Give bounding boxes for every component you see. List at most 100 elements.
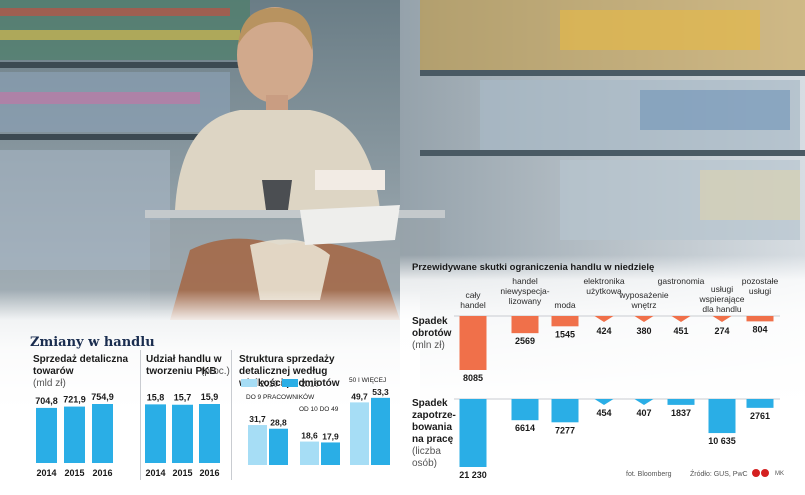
- labor-row-label: Spadek zapotrze-bowania na pracę (liczba…: [412, 398, 464, 470]
- bar-value-label: 17,9: [322, 431, 339, 441]
- bar: [594, 316, 614, 322]
- divider: [231, 350, 232, 480]
- bar: [708, 399, 736, 434]
- bar: [634, 399, 654, 405]
- bar-value-label: 8085: [463, 373, 483, 383]
- bar: [746, 399, 774, 408]
- category-label: 50 I WIĘCEJ: [349, 377, 386, 384]
- year-tick-label: 2014: [36, 468, 56, 478]
- bar: [671, 316, 691, 322]
- bar-value-label: 49,7: [351, 391, 368, 401]
- bar-value-label: 6614: [515, 423, 535, 433]
- category-label: OD 10 DO 49: [299, 406, 339, 413]
- bar-value-label: 18,6: [301, 431, 318, 441]
- bar: [92, 404, 113, 463]
- turnover-row-unit: (mln zł): [412, 340, 445, 351]
- bar: [64, 406, 85, 463]
- category-label: elektronika użytkowa: [583, 276, 625, 296]
- logo-dot-icon: [761, 469, 769, 477]
- bar-value-label: 15,8: [147, 392, 165, 402]
- structure-chart: 2010 2016 31,7 28,8 DO 9 PRACOWNIKÓW 18,6 17,9…: [241, 377, 390, 465]
- forecast-chart: 8085 2569 1545 424 380 451 274 804 21 230 6614 727…: [454, 315, 780, 480]
- bar: [634, 316, 654, 322]
- bar-value-label: 274: [714, 326, 729, 336]
- brand-logo: [752, 469, 769, 477]
- bar: [145, 404, 166, 463]
- bar-value-label: 7277: [555, 425, 575, 435]
- sales-chart-title: Sprzedaż detaliczna towarów (mld zł): [33, 354, 133, 390]
- legend-swatch: [282, 379, 298, 387]
- labor-row-name: Spadek zapotrze-bowania na pracę: [412, 398, 456, 445]
- bar-value-label: 10 635: [708, 436, 736, 446]
- bar: [712, 316, 732, 322]
- bar: [199, 404, 220, 463]
- bar: [248, 425, 267, 465]
- bar-value-label: 451: [673, 326, 688, 336]
- source-note: Źródło: GUS, PwC: [690, 471, 748, 478]
- bar: [300, 441, 319, 465]
- category-label: pozostałe usługi: [741, 276, 779, 296]
- bar-value-label: 380: [636, 326, 651, 336]
- bar: [36, 407, 57, 463]
- bar-value-label: 1837: [671, 408, 691, 418]
- year-tick-label: 2016: [199, 468, 219, 478]
- legend-label: 2016: [301, 380, 319, 389]
- sales-chart-title-text: Sprzedaż detaliczna towarów: [33, 354, 129, 377]
- labor-row-unit: (liczba osób): [412, 446, 441, 469]
- bar-value-label: 704,8: [35, 396, 58, 406]
- category-label: usługi wspierające dla handlu: [699, 284, 745, 314]
- pkb-chart: 15,8 2014 15,7 2015 15,9 2016: [145, 392, 220, 478]
- bar: [321, 442, 340, 465]
- sales-chart: 704,8 2014 721,9 2015 754,9 2016: [35, 392, 114, 478]
- bar: [746, 316, 774, 322]
- bar: [172, 404, 193, 463]
- turnover-row-label: Spadek obrotów (mln zł): [412, 316, 452, 352]
- bar: [459, 316, 487, 370]
- category-label: handel niewyspecja-lizowany: [500, 276, 550, 306]
- bar: [551, 399, 579, 423]
- mark: MK: [775, 471, 784, 477]
- category-label: DO 9 PRACOWNIKÓW: [246, 392, 315, 401]
- bar-value-label: 754,9: [91, 392, 114, 402]
- bar-value-label: 1545: [555, 329, 575, 339]
- turnover-row-name: Spadek obrotów: [412, 316, 452, 339]
- bar: [350, 402, 369, 465]
- bar-value-label: 28,8: [270, 418, 287, 428]
- bar-value-label: 31,7: [249, 414, 266, 424]
- bar-value-label: 804: [752, 324, 767, 334]
- legend-label: 2010: [260, 380, 278, 389]
- bar-value-label: 2569: [515, 336, 535, 346]
- category-label: gastronomia: [657, 276, 705, 286]
- pkb-chart-unit: (proc.): [201, 366, 230, 378]
- pkb-chart-title-text: Udział handlu w tworzeniu PKB: [146, 354, 222, 377]
- category-label: moda: [554, 300, 576, 310]
- bar-value-label: 407: [636, 408, 651, 418]
- bar-value-label: 2761: [750, 411, 770, 421]
- year-tick-label: 2014: [145, 468, 165, 478]
- bar: [667, 399, 695, 405]
- pkb-chart-unit-text: (proc.): [201, 366, 230, 377]
- bar: [511, 316, 539, 334]
- bar-value-label: 424: [596, 326, 611, 336]
- bar: [594, 399, 614, 405]
- legend-swatch: [241, 379, 257, 387]
- bar: [459, 399, 487, 467]
- photo-credit: fot. Bloomberg: [626, 471, 672, 478]
- bar-value-label: 454: [596, 408, 611, 418]
- bar: [269, 428, 288, 465]
- year-tick-label: 2016: [92, 468, 112, 478]
- bar: [511, 399, 539, 421]
- bar: [371, 397, 390, 465]
- year-tick-label: 2015: [64, 468, 84, 478]
- bar-value-label: 721,9: [63, 395, 86, 405]
- bar-value-label: 53,3: [372, 387, 389, 397]
- bar: [551, 316, 579, 327]
- category-label: cały handel: [460, 290, 486, 310]
- year-tick-label: 2015: [172, 468, 192, 478]
- forecast-chart-title: Przewidywane skutki ograniczenia handlu …: [412, 262, 655, 273]
- sales-chart-unit: (mld zł): [33, 378, 66, 389]
- bar-value-label: 15,7: [174, 393, 192, 403]
- bar-value-label: 15,9: [201, 392, 219, 402]
